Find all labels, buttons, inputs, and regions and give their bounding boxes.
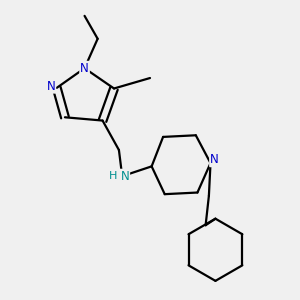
- Text: N: N: [80, 62, 89, 75]
- Text: N: N: [210, 153, 219, 166]
- Text: H: H: [109, 171, 117, 181]
- Text: N: N: [46, 80, 55, 93]
- Text: N: N: [120, 170, 129, 183]
